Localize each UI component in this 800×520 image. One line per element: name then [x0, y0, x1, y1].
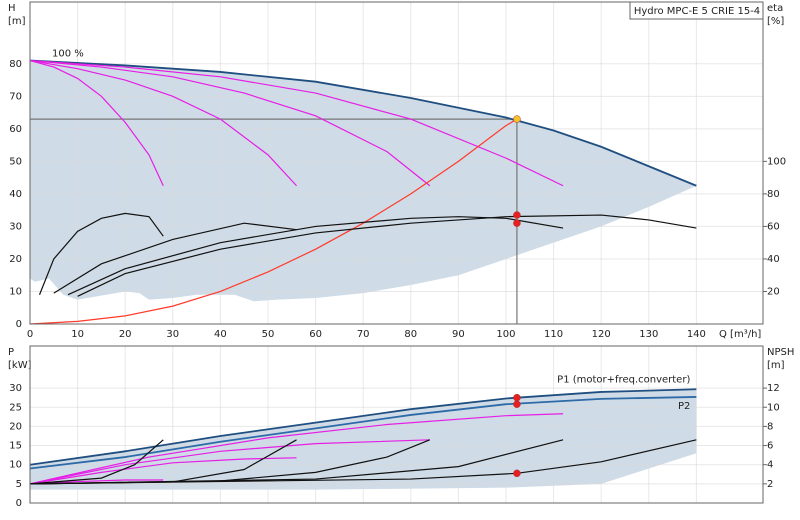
curve: [29, 118, 518, 325]
x-tick-label: 10: [71, 329, 84, 340]
y-tick-label: 30: [9, 383, 22, 394]
x-tick-label: 80: [404, 329, 417, 340]
curve: [29, 396, 697, 470]
x-tick-label: 100: [496, 329, 515, 340]
curve: [29, 59, 431, 187]
x-tick-label: 140: [687, 329, 706, 340]
x-tick-label: 90: [452, 329, 465, 340]
y-tick-label: 50: [9, 156, 22, 167]
curve: [29, 413, 564, 485]
y-tick-label: 25: [9, 402, 22, 413]
duty-point: [513, 219, 521, 227]
y-tick-label: 0: [16, 319, 22, 330]
curve: [29, 388, 697, 466]
y2-axis-label: NPSH: [767, 347, 794, 358]
y2-tick-label: 8: [767, 421, 773, 432]
y-axis-label: H: [8, 3, 16, 14]
y2-tick-label: 2: [767, 479, 773, 490]
y2-axis-label: eta: [767, 3, 783, 14]
curve: [29, 59, 297, 187]
duty-point: [513, 211, 521, 219]
curve: [29, 439, 430, 485]
y-tick-label: 10: [9, 460, 22, 471]
y-tick-label: 20: [9, 254, 22, 265]
y2-tick-label: 12: [767, 383, 780, 394]
curve: [53, 222, 297, 294]
curve: [77, 214, 697, 297]
y2-tick-label: 40: [767, 254, 780, 265]
curve: [29, 59, 564, 187]
y2-tick-label: 10: [767, 402, 780, 413]
y-tick-label: 10: [9, 286, 22, 297]
x-tick-label: 20: [119, 329, 132, 340]
x-tick-label: 70: [357, 329, 370, 340]
curve: [29, 479, 164, 485]
y-tick-label: 60: [9, 124, 22, 135]
duty-point: [513, 393, 521, 402]
curve: [38, 212, 164, 295]
y2-tick-label: 6: [767, 441, 773, 452]
y-tick-label: 20: [9, 421, 22, 432]
curve: [29, 59, 164, 187]
curve: [29, 439, 164, 485]
x-tick-label: 60: [309, 329, 322, 340]
y-tick-label: 0: [16, 498, 22, 509]
curve: [67, 216, 564, 296]
y-tick-label: 70: [9, 91, 22, 102]
title-box: [629, 1, 764, 20]
curve-label: P1 (motor+freq.converter): [557, 374, 690, 385]
x-tick-label: 130: [639, 329, 658, 340]
y-tick-label: 5: [16, 479, 22, 490]
chart-title: Hydro MPC-E 5 CRIE 15-4: [634, 6, 760, 17]
y-tick-label: 15: [9, 441, 22, 452]
x-axis-label: Q [m³/h]: [719, 329, 761, 340]
x-tick-label: 120: [592, 329, 611, 340]
y2-axis-unit: [m]: [767, 360, 785, 371]
y2-tick-label: 20: [767, 286, 780, 297]
x-tick-label: 110: [544, 329, 563, 340]
plot-frame: [29, 1, 764, 325]
y2-axis-unit: [%]: [767, 16, 784, 27]
y-axis-unit: [kW]: [8, 360, 32, 371]
y2-tick-label: 100: [767, 156, 786, 167]
y2-tick-label: 4: [767, 460, 773, 471]
y2-tick-label: 80: [767, 189, 780, 200]
y-axis-label: P: [8, 347, 14, 358]
y-axis-unit: [m]: [8, 16, 26, 27]
y-tick-label: 80: [9, 59, 22, 70]
curve: [29, 59, 697, 187]
y-tick-label: 40: [9, 189, 22, 200]
plot-frame: [29, 345, 764, 504]
curve-label: 100 %: [52, 49, 84, 60]
curve: [29, 457, 297, 485]
duty-point: [513, 115, 521, 123]
curve-label: P2: [678, 401, 690, 412]
duty-point: [513, 469, 521, 478]
x-tick-label: 40: [214, 329, 227, 340]
y2-tick-label: 60: [767, 221, 780, 232]
x-tick-label: 50: [262, 329, 275, 340]
x-tick-label: 30: [166, 329, 179, 340]
duty-point: [513, 400, 521, 408]
y-tick-label: 30: [9, 221, 22, 232]
x-tick-label: 0: [27, 329, 33, 340]
